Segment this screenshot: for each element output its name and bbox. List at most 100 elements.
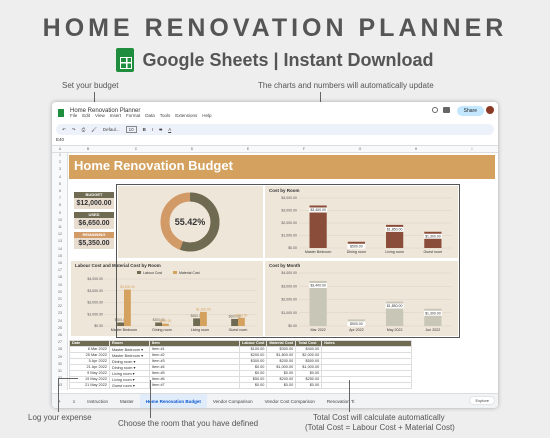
column-header[interactable]: H bbox=[414, 147, 418, 151]
table-row[interactable]: 5 Apr 2022 Dining room ▾ Item #3 $300.00 $20… bbox=[69, 357, 413, 365]
row-number[interactable]: 21 bbox=[58, 297, 62, 301]
x-tick-label: Dining room bbox=[347, 250, 366, 254]
menu-view[interactable]: View bbox=[95, 113, 105, 118]
bar bbox=[231, 318, 238, 326]
tab-renovation-timeline[interactable]: Renovation Ti bbox=[326, 398, 355, 404]
y-tick-label: $1,000.00 bbox=[281, 234, 297, 238]
row-number[interactable]: 19 bbox=[58, 282, 62, 287]
row-number[interactable]: 26 bbox=[58, 333, 62, 337]
undo-icon[interactable]: ↶ bbox=[62, 126, 66, 132]
add-sheet-icon[interactable]: + bbox=[58, 398, 61, 404]
italic-icon[interactable]: I bbox=[151, 127, 154, 132]
callout-room-line bbox=[150, 380, 151, 418]
avatar[interactable] bbox=[486, 106, 494, 114]
share-button[interactable]: Share bbox=[456, 106, 484, 116]
column-header[interactable]: D bbox=[190, 147, 194, 151]
table-cell[interactable]: $0.00 bbox=[266, 381, 297, 389]
menu-extensions[interactable]: Extensions bbox=[175, 113, 198, 118]
row-number[interactable]: 18 bbox=[58, 275, 62, 280]
budget-value[interactable]: $12,000.00 bbox=[74, 198, 114, 209]
cost-by-month-panel: Cost by Month $0.00 $1,000.00 $2,000.00 $3,… bbox=[265, 261, 458, 336]
row-number[interactable]: 7 bbox=[59, 196, 61, 201]
row-number[interactable]: 1 bbox=[59, 153, 61, 157]
redo-icon[interactable]: ↷ bbox=[71, 126, 76, 132]
table-cell[interactable]: Item #7 bbox=[149, 381, 240, 389]
column-headers: ABCDEFGHIJ bbox=[52, 146, 498, 153]
menu-file[interactable]: File bbox=[70, 113, 78, 118]
row-number[interactable]: 9 bbox=[59, 210, 61, 215]
row-number[interactable]: 10 bbox=[58, 217, 62, 222]
y-tick-label: $0.00 bbox=[94, 324, 103, 328]
row-number[interactable]: 13 bbox=[58, 239, 62, 244]
table-cell[interactable]: $0.00 bbox=[295, 381, 323, 389]
column-header[interactable]: C bbox=[134, 147, 138, 151]
table-cell[interactable]: $0.00 bbox=[238, 381, 268, 389]
menu-data[interactable]: Data bbox=[145, 113, 155, 118]
table-row[interactable]: 21 May 2022 Guest room ▾ Item #7 $0.00 $0.00… bbox=[69, 381, 413, 389]
text-color-icon[interactable]: A bbox=[168, 127, 172, 132]
table-cell[interactable] bbox=[321, 381, 413, 389]
row-number[interactable]: 2 bbox=[59, 160, 61, 165]
row-number[interactable]: 16 bbox=[58, 261, 62, 265]
row-number[interactable]: 6 bbox=[59, 189, 61, 193]
row-number[interactable]: 31 bbox=[58, 369, 62, 373]
row-number[interactable]: 15 bbox=[58, 253, 62, 258]
formula-bar[interactable]: E40 bbox=[52, 137, 498, 146]
row-number[interactable]: 25 bbox=[58, 325, 62, 330]
tab-home-renovation-budget[interactable]: Home Renovation Budget bbox=[139, 393, 207, 408]
all-sheets-icon[interactable]: ≡ bbox=[72, 398, 76, 404]
row-number[interactable]: 12 bbox=[58, 232, 62, 237]
menu-help[interactable]: Help bbox=[202, 113, 212, 118]
font-select[interactable]: Defaul... bbox=[102, 127, 120, 132]
column-header[interactable]: B bbox=[86, 147, 90, 151]
tab-master[interactable]: Master bbox=[120, 398, 134, 404]
strikethrough-icon[interactable]: S bbox=[159, 127, 163, 132]
cell-reference[interactable]: E40 bbox=[56, 137, 65, 142]
menu-insert[interactable]: Insert bbox=[109, 113, 121, 118]
row-number[interactable]: 17 bbox=[58, 268, 62, 273]
menu-edit[interactable]: Edit bbox=[82, 113, 91, 118]
table-cell[interactable]: Guest room ▾ bbox=[109, 381, 150, 389]
row-number[interactable]: 3 bbox=[59, 167, 61, 172]
history-icon[interactable] bbox=[432, 107, 438, 113]
data-label: $3,400.00 bbox=[310, 208, 326, 212]
bar bbox=[200, 311, 207, 326]
cost-by-room-chart: $0.00 $1,000.00 $2,000.00 $3,000.00 $4,000.0… bbox=[281, 196, 452, 254]
row-number[interactable]: 8 bbox=[59, 203, 61, 208]
row-number[interactable]: 4 bbox=[59, 174, 61, 179]
row-number[interactable]: 33 bbox=[58, 383, 62, 388]
row-number[interactable]: 30 bbox=[58, 361, 62, 366]
bold-icon[interactable]: B bbox=[142, 127, 146, 132]
comment-icon[interactable] bbox=[443, 107, 450, 113]
menu-format[interactable]: Format bbox=[125, 113, 141, 118]
data-label: $700.00 bbox=[235, 313, 247, 317]
column-header[interactable]: A bbox=[58, 147, 62, 151]
menu-tools[interactable]: Tools bbox=[159, 113, 171, 118]
row-number[interactable]: 14 bbox=[58, 246, 62, 251]
data-label-bg bbox=[385, 226, 404, 232]
row-number[interactable]: 27 bbox=[58, 340, 62, 345]
row-number[interactable]: 28 bbox=[58, 347, 62, 352]
font-size-box[interactable]: 10 bbox=[125, 126, 137, 133]
row-number[interactable]: 24 bbox=[58, 318, 62, 323]
row-number[interactable]: 5 bbox=[59, 181, 61, 186]
print-icon[interactable]: ⎙ bbox=[81, 127, 86, 132]
doc-title[interactable]: Home Renovation Planner bbox=[70, 108, 141, 114]
column-header[interactable]: E bbox=[246, 147, 250, 151]
tab-vendor-comparison[interactable]: Vendor Comparison bbox=[212, 398, 253, 404]
row-number[interactable]: 11 bbox=[58, 225, 62, 229]
column-header[interactable]: G bbox=[358, 147, 362, 151]
row-number[interactable]: 20 bbox=[58, 289, 62, 294]
column-header[interactable]: F bbox=[302, 147, 306, 151]
row-number[interactable]: 22 bbox=[58, 304, 62, 309]
row-number[interactable]: 23 bbox=[58, 311, 62, 316]
paint-format-icon[interactable]: 🖌 bbox=[91, 126, 97, 132]
labour-material-title: Labour Cost and Material Cost by Room bbox=[75, 263, 161, 268]
column-header[interactable]: I bbox=[471, 147, 473, 151]
menu-bar: File Edit View Insert Format Data Tools … bbox=[70, 113, 212, 118]
row-number[interactable]: 29 bbox=[58, 354, 62, 359]
table-cell[interactable]: 21 May 2022 bbox=[69, 381, 110, 389]
tab-instruction[interactable]: Instruction bbox=[87, 398, 109, 404]
explore-button[interactable]: Explore bbox=[470, 397, 494, 404]
tab-vendor-cost-comparison[interactable]: Vendor Cost Comparison bbox=[264, 398, 315, 404]
